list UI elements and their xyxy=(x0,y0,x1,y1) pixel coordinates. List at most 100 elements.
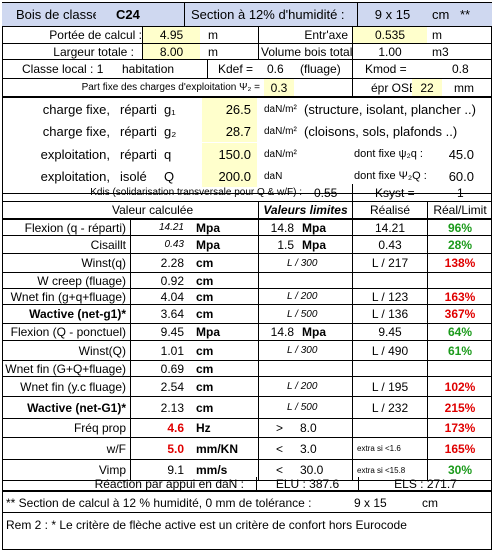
load-distribution: isolé xyxy=(120,168,147,184)
load-unit: daN/m² xyxy=(264,103,297,115)
footer-note1: ** Section de calcul à 12 % humidité, 0 … xyxy=(2,493,492,513)
result-ratio: 61% xyxy=(427,341,492,360)
width-value[interactable]: 8.00 xyxy=(142,44,200,59)
result-calc-unit: Mpa xyxy=(196,220,220,235)
kdis-value: 0.55 xyxy=(314,185,338,200)
load-distribution: réparti xyxy=(120,101,157,117)
result-limit-value: 1.5 xyxy=(258,236,300,253)
section-label: Section à 12% d'humidité : xyxy=(184,3,369,26)
result-ratio: 30% xyxy=(427,460,492,480)
wood-class-label: Bois de classe xyxy=(16,7,96,22)
load-value[interactable]: 150.0 xyxy=(202,143,257,165)
result-label: Cisaillt xyxy=(90,237,126,252)
result-calc-unit: Mpa xyxy=(196,237,220,252)
result-limit-value: 14.8 xyxy=(258,220,300,235)
psi2-value[interactable]: 0.3 xyxy=(264,79,294,96)
load-fixed-value: 60.0 xyxy=(448,168,474,184)
class-local-value[interactable]: habitation xyxy=(122,62,175,76)
result-row: Wactive (net-G1)* 2.13 cm L / 500 L / 232 215… xyxy=(2,397,492,419)
real-header: Réalisé xyxy=(352,202,427,218)
osb-label: épr OSB : xyxy=(352,79,412,96)
result-limit-value xyxy=(258,361,352,376)
result-limit-value xyxy=(258,273,352,288)
result-ratio: 138% xyxy=(427,254,492,272)
kdef-label: Kdef = xyxy=(207,60,267,78)
entraxe-label: Entr'axe xyxy=(258,27,352,43)
result-real xyxy=(352,361,427,376)
osb-value[interactable]: 22 xyxy=(412,79,442,96)
section-unit: cm xyxy=(432,7,450,22)
result-calc-unit: Hz xyxy=(196,421,211,435)
reaction-els: ELS : 271.7 xyxy=(358,477,492,490)
load-type: charge fixe, xyxy=(42,123,110,139)
loads-block: charge fixe, réparti g₁ 26.5 daN/m² (structur… xyxy=(2,98,492,194)
class-row: Classe local : 1 habitation Kdef = 0.6 (… xyxy=(2,60,492,79)
result-real: L / 123 xyxy=(352,289,427,304)
result-ratio: 367% xyxy=(427,305,492,323)
span-row: Portée de calcul : 4.95 m Entr'axe 0.535… xyxy=(2,27,492,44)
ksyst-label: Ksyst = xyxy=(352,184,422,201)
result-real: 14.21 xyxy=(352,220,427,235)
footer-note1-value: 9 x 15 xyxy=(354,495,387,510)
kmod-label: Kmod = xyxy=(352,60,422,78)
result-row: Flexion (q - réparti) 14.21 Mpa 14.8 Mpa 14.2… xyxy=(2,220,492,236)
load-unit: daN/m² xyxy=(264,125,297,137)
load-symbol: Q xyxy=(164,168,175,184)
footer-note2: Rem 2 : * Le critère de flèche active es… xyxy=(2,513,492,537)
load-unit: daN/m² xyxy=(264,148,297,160)
load-type: charge fixe, xyxy=(42,101,110,117)
result-label: w/F xyxy=(106,441,126,456)
sheet-frame xyxy=(2,2,492,550)
psi-row: Part fixe des charges d'exploitation Ψ₂ … xyxy=(2,79,492,98)
load-value[interactable]: 200.0 xyxy=(202,165,257,187)
kdis-row: Kdis (solidarisation transversale pour Q… xyxy=(2,184,492,202)
load-row: exploitation, isolé Q 200.0 daN dont fixe Ψ₂Q… xyxy=(2,165,492,187)
result-calc: 1.01 xyxy=(130,341,190,360)
result-calc: 14.21 xyxy=(130,220,190,235)
result-calc: 9.45 xyxy=(130,324,190,340)
result-row: Winst(q) 2.28 cm L / 300 L / 217 138% xyxy=(2,254,492,273)
entraxe-value[interactable]: 0.535 xyxy=(352,27,427,43)
result-limit-op: < xyxy=(258,460,300,480)
result-label: Wnet fin (y.c fluage) xyxy=(20,379,126,394)
psi2-label: Part fixe des charges d'exploitation Ψ₂ … xyxy=(81,82,260,93)
entraxe-unit: m xyxy=(432,28,442,42)
result-ratio xyxy=(427,273,492,288)
result-limit-unit: Mpa xyxy=(302,220,326,235)
load-value[interactable]: 26.5 xyxy=(202,98,257,120)
kdef-note: (fluage) xyxy=(300,62,341,76)
result-calc: 4.6 xyxy=(130,419,190,437)
result-limit-value: L / 300 xyxy=(258,254,352,272)
span-label: Portée de calcul : xyxy=(49,28,142,42)
result-ratio: 64% xyxy=(427,324,492,340)
load-value[interactable]: 28.7 xyxy=(202,120,257,142)
ratio-header: Réal/Limit xyxy=(427,202,492,218)
result-calc-unit: Mpa xyxy=(196,325,220,339)
footer-note2-text: Rem 2 : * Le critère de flèche active es… xyxy=(6,518,407,532)
result-row: Vimp 9.1 mm/s <30.0 extra si <15.8 30% xyxy=(2,460,492,481)
span-value[interactable]: 4.95 xyxy=(142,27,200,43)
result-calc: 3.64 xyxy=(130,305,190,323)
result-row: Wnet fin (y.c fluage) 2.54 cm L / 200 L / 19… xyxy=(2,377,492,397)
result-calc: 4.04 xyxy=(130,289,190,304)
result-limit-unit: Mpa xyxy=(302,325,326,339)
result-real: 0.43 xyxy=(352,236,427,253)
wood-class-value[interactable]: C24 xyxy=(116,7,140,22)
result-real: L / 217 xyxy=(352,254,427,272)
result-calc: 0.92 xyxy=(130,273,190,288)
kmod-value: 0.8 xyxy=(452,62,469,76)
calc-header: Valeur calculée xyxy=(112,203,194,217)
reaction-row: Réaction par appui en daN : ELU : 387.6 … xyxy=(2,477,492,492)
result-calc-unit: cm xyxy=(196,256,214,270)
volume-unit: m3 xyxy=(432,44,449,59)
result-limit-value: L / 500 xyxy=(258,305,352,323)
class-local-label: Classe local : 1 xyxy=(22,62,104,76)
result-limit-value: L / 300 xyxy=(258,341,352,360)
result-row: Wactive (net-g1)* 3.64 cm L / 500 L / 136 367… xyxy=(2,305,492,324)
section-stars: ** xyxy=(460,7,471,22)
volume-value: 1.00 xyxy=(352,44,427,59)
reaction-label: Réaction par appui en daN : xyxy=(94,477,244,490)
result-calc-unit: cm xyxy=(196,379,214,394)
section-value[interactable]: 9 x 15 xyxy=(357,3,427,26)
result-label: Wnet fin (g+q+fluage) xyxy=(10,289,126,304)
